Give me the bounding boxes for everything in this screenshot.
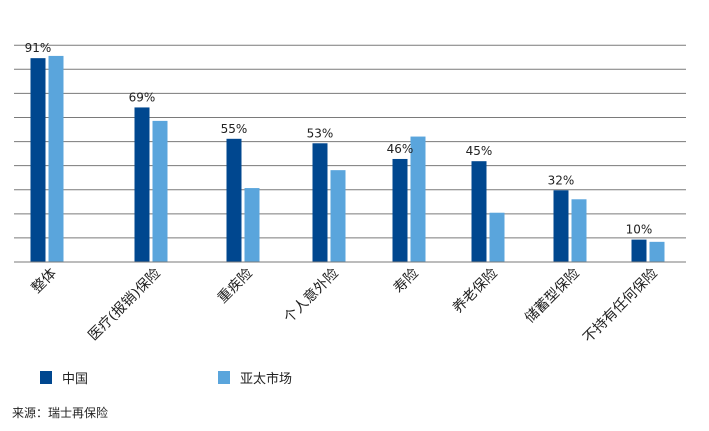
source-note: 来源：瑞士再保险 xyxy=(12,406,109,420)
legend-item-apac: 亚太市场 xyxy=(218,368,292,387)
bar-apac-5 xyxy=(489,212,505,262)
data-label-china-6: 32% xyxy=(548,173,575,187)
bar-apac-6 xyxy=(571,199,587,262)
data-label-china-7: 10% xyxy=(626,223,653,237)
category-label-4: 寿险 xyxy=(390,265,422,297)
bar-apac-4 xyxy=(410,136,426,262)
bar-apac-2 xyxy=(244,188,260,262)
data-label-china-0: 91% xyxy=(25,41,52,55)
bar-china-3 xyxy=(312,143,328,262)
bar-apac-1 xyxy=(152,120,168,262)
data-label-china-5: 45% xyxy=(466,144,493,158)
category-label-0: 整体 xyxy=(29,266,60,297)
bar-china-4 xyxy=(392,158,408,262)
bar-china-2 xyxy=(226,138,242,262)
bar-apac-3 xyxy=(330,170,346,262)
legend-label-apac: 亚太市场 xyxy=(240,372,293,387)
category-label-5: 养老保险 xyxy=(450,266,501,317)
legend-swatch-china xyxy=(40,371,52,384)
category-label-7: 不持有任何保险 xyxy=(580,266,661,347)
category-label-1: 医疗(报销)保险 xyxy=(85,266,163,344)
legend-swatch-apac xyxy=(218,371,230,384)
bar-china-5 xyxy=(471,161,487,262)
category-label-6: 储蓄型保险 xyxy=(522,266,583,327)
category-label-2: 重疾险 xyxy=(215,266,256,307)
watermark: 知乎 @MEWS矩阵 xyxy=(570,397,697,415)
data-label-china-1: 69% xyxy=(129,90,156,104)
bar-china-6 xyxy=(553,190,569,262)
data-label-china-2: 55% xyxy=(221,122,248,136)
data-label-china-3: 53% xyxy=(307,126,334,140)
bar-china-0 xyxy=(30,58,46,262)
legend-label-china: 中国 xyxy=(62,372,89,387)
legend-item-china: 中国 xyxy=(40,368,88,387)
category-label-3: 个人意外险 xyxy=(280,265,342,327)
bar-apac-7 xyxy=(649,241,665,262)
bar-china-7 xyxy=(631,239,647,262)
bar-apac-0 xyxy=(48,55,64,262)
bar-china-1 xyxy=(134,107,150,262)
data-label-china-4: 46% xyxy=(387,142,414,156)
